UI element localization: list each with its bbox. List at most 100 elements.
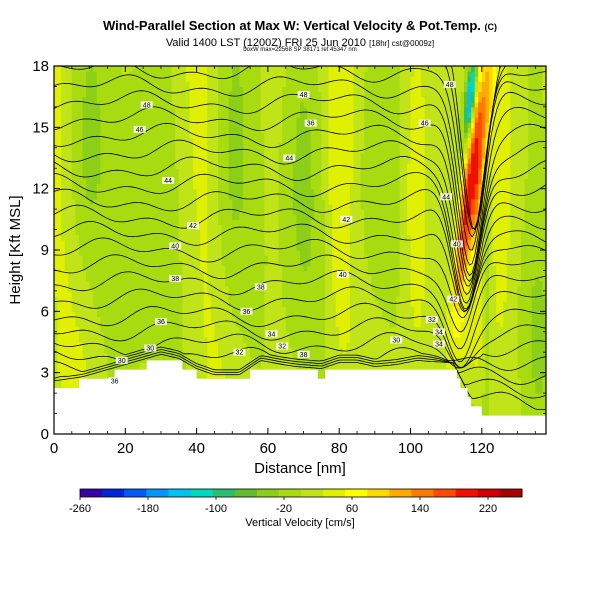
- velocity-cell: [235, 219, 240, 226]
- velocity-cell: [232, 372, 237, 379]
- velocity-cell: [182, 290, 187, 297]
- velocity-cell: [175, 301, 180, 307]
- velocity-cell: [271, 76, 276, 82]
- velocity-cell: [260, 352, 265, 358]
- velocity-cell: [82, 275, 87, 282]
- velocity-cell: [54, 372, 59, 379]
- velocity-cell: [114, 321, 119, 328]
- velocity-cell: [289, 81, 294, 88]
- velocity-cell: [143, 250, 148, 256]
- velocity-cell: [61, 367, 66, 374]
- velocity-cell: [89, 219, 94, 226]
- velocity-cell: [96, 234, 101, 241]
- velocity-cell: [225, 71, 230, 77]
- velocity-cell: [210, 152, 216, 159]
- velocity-cell: [200, 96, 205, 103]
- velocity-cell: [282, 275, 287, 282]
- velocity-cell: [278, 122, 283, 128]
- velocity-cell: [89, 193, 94, 200]
- velocity-cell: [175, 86, 180, 93]
- velocity-cell: [78, 122, 84, 128]
- velocity-cell: [146, 326, 151, 333]
- velocity-cell: [128, 234, 134, 241]
- velocity-cell: [107, 127, 112, 134]
- velocity-cell: [143, 224, 148, 231]
- velocity-cell: [157, 260, 162, 266]
- velocity-cell: [175, 219, 180, 226]
- velocity-cell: [57, 122, 62, 128]
- velocity-cell: [160, 86, 166, 93]
- velocity-cell: [121, 311, 126, 318]
- velocity-cell: [86, 362, 91, 369]
- velocity-cell: [289, 265, 294, 272]
- velocity-cell: [111, 219, 116, 226]
- velocity-cell: [71, 244, 76, 251]
- velocity-cell: [71, 91, 76, 98]
- velocity-cell: [168, 260, 173, 266]
- velocity-cell: [210, 224, 216, 231]
- velocity-cell: [111, 81, 116, 88]
- velocity-cell: [207, 117, 212, 123]
- velocity-cell: [164, 188, 169, 195]
- velocity-cell: [200, 331, 205, 338]
- velocity-cell: [75, 234, 80, 241]
- velocity-cell: [267, 362, 273, 369]
- velocity-cell: [225, 336, 230, 343]
- velocity-cell: [218, 173, 223, 180]
- velocity-cell: [235, 76, 240, 82]
- velocity-cell: [218, 280, 223, 287]
- velocity-cell: [68, 342, 73, 348]
- velocity-cell: [225, 224, 230, 231]
- velocity-cell: [86, 101, 91, 108]
- velocity-cell: [71, 301, 76, 307]
- velocity-cell: [118, 239, 123, 246]
- velocity-cell: [203, 326, 208, 333]
- velocity-cell: [178, 193, 183, 200]
- velocity-cell: [171, 163, 176, 169]
- velocity-cell: [207, 311, 212, 318]
- velocity-cell: [221, 336, 226, 343]
- velocity-cell: [289, 183, 294, 190]
- velocity-cell: [289, 342, 294, 348]
- velocity-cell: [82, 158, 87, 164]
- velocity-cell: [264, 244, 269, 251]
- velocity-cell: [242, 122, 248, 128]
- velocity-cell: [207, 132, 212, 139]
- velocity-cell: [228, 275, 233, 282]
- velocity-cell: [207, 285, 212, 292]
- velocity-cell: [225, 76, 230, 82]
- velocity-cell: [278, 209, 283, 215]
- velocity-cell: [196, 229, 201, 236]
- velocity-cell: [267, 275, 273, 282]
- velocity-cell: [203, 280, 208, 287]
- velocity-cell: [285, 96, 290, 103]
- velocity-cell: [125, 316, 130, 323]
- velocity-cell: [203, 96, 208, 103]
- velocity-cell: [218, 270, 223, 277]
- velocity-cell: [54, 214, 59, 220]
- velocity-cell: [242, 112, 248, 118]
- velocity-cell: [296, 204, 301, 210]
- velocity-cell: [178, 127, 183, 134]
- velocity-cell: [214, 178, 219, 185]
- velocity-cell: [232, 66, 237, 72]
- velocity-cell: [168, 342, 173, 348]
- velocity-cell: [267, 71, 273, 77]
- velocity-cell: [182, 224, 187, 231]
- velocity-cell: [228, 214, 233, 220]
- velocity-cell: [271, 91, 276, 98]
- velocity-cell: [68, 163, 73, 169]
- velocity-cell: [64, 347, 69, 353]
- velocity-cell: [193, 280, 198, 287]
- velocity-cell: [292, 106, 298, 113]
- velocity-cell: [125, 193, 130, 200]
- velocity-cell: [210, 326, 216, 333]
- velocity-cell: [160, 342, 166, 348]
- velocity-cell: [260, 331, 265, 338]
- velocity-cell: [264, 255, 269, 261]
- velocity-cell: [168, 255, 173, 261]
- velocity-cell: [296, 219, 301, 226]
- velocity-cell: [185, 204, 191, 210]
- velocity-cell: [278, 219, 283, 226]
- velocity-cell: [210, 158, 216, 164]
